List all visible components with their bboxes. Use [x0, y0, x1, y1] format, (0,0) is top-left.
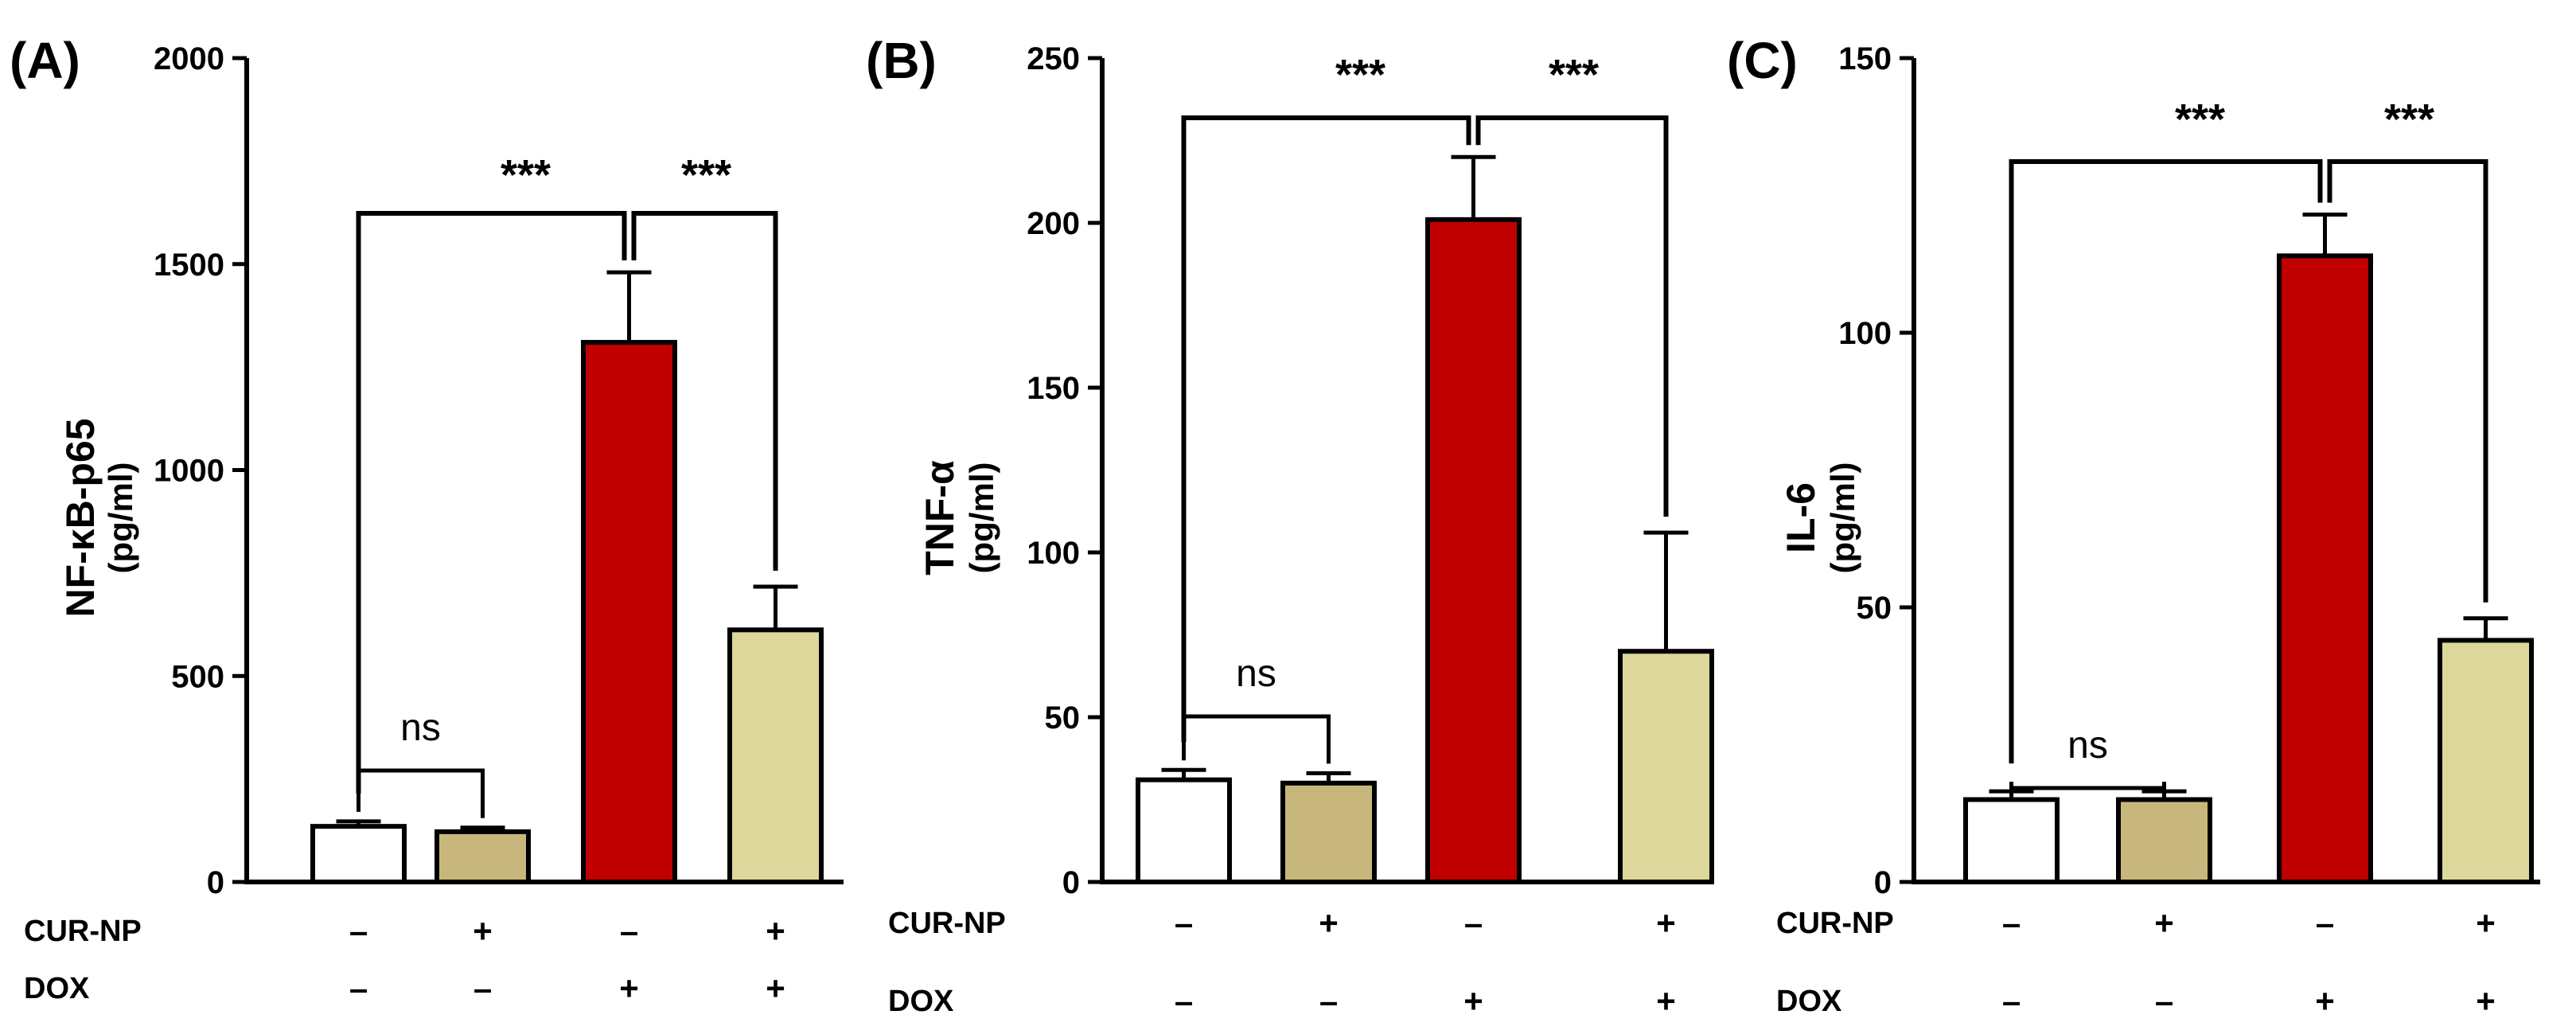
condition-sign: +	[473, 912, 493, 950]
condition-label: DOX	[1776, 985, 1842, 1018]
significance-bracket	[2327, 159, 2488, 603]
ns-bracket	[2009, 782, 2166, 790]
panel-letter: (B)	[866, 32, 937, 89]
significance-label: ***	[1335, 51, 1385, 99]
y-axis-unit: (pg/ml)	[102, 462, 139, 574]
significance-bracket	[1181, 115, 1471, 743]
condition-sign: +	[2476, 904, 2496, 942]
condition-sign: –	[349, 970, 368, 1007]
y-tick-label: 100	[1838, 316, 1892, 351]
ns-label: ns	[400, 707, 441, 749]
condition-sign: –	[2155, 982, 2173, 1020]
bar	[1280, 780, 1377, 884]
condition-sign: –	[620, 912, 638, 950]
y-tick-label: 250	[1027, 41, 1080, 76]
y-axis-unit: (pg/ml)	[1824, 462, 1861, 574]
condition-label: CUR-NP	[1776, 907, 1894, 940]
y-axis-label: IL-6	[1779, 482, 1823, 553]
panel-b: (B) 0 50 100 150 200 250 TNF-α (pg/ml) CUR-NP – + – +…	[866, 32, 1714, 1020]
condition-sign: +	[766, 912, 785, 950]
bar	[1618, 649, 1714, 884]
condition-sign: –	[1175, 982, 1193, 1020]
condition-sign: +	[1463, 982, 1483, 1020]
ns-bracket	[357, 768, 485, 818]
y-axis-unit: (pg/ml)	[963, 462, 1000, 574]
significance-label: ***	[1549, 51, 1599, 99]
bar	[2116, 797, 2212, 884]
condition-sign: –	[349, 912, 368, 950]
significance-bracket	[356, 211, 627, 794]
panel-a: (A) 0 500 1000 1500 2000 NF-κB-p65 (pg/ml) CUR-N…	[10, 32, 844, 1007]
condition-sign: –	[1319, 982, 1338, 1020]
panel-letter: (A)	[10, 32, 80, 89]
condition-sign: –	[2316, 904, 2334, 942]
bar	[310, 824, 407, 884]
condition-sign: +	[1319, 904, 1339, 942]
bar	[1963, 797, 2060, 884]
condition-sign: –	[2002, 904, 2021, 942]
condition-sign: +	[1656, 982, 1676, 1020]
significance-label: ***	[2384, 96, 2434, 143]
y-tick-label: 150	[1027, 371, 1080, 406]
condition-sign: –	[1464, 904, 1483, 942]
condition-label: DOX	[24, 972, 90, 1005]
y-tick-label: 50	[1857, 591, 1892, 626]
bar	[2277, 253, 2373, 884]
condition-sign: +	[2315, 982, 2335, 1020]
condition-sign: +	[2154, 904, 2174, 942]
y-axis-label: TNF-α	[918, 460, 962, 576]
condition-label: CUR-NP	[24, 915, 142, 948]
significance-bracket	[2009, 159, 2323, 764]
y-tick-label: 0	[207, 865, 224, 900]
ns-label: ns	[2067, 724, 2108, 767]
condition-sign: +	[1656, 904, 1676, 942]
bar	[435, 829, 531, 884]
significance-bracket	[631, 211, 778, 571]
condition-label: DOX	[888, 985, 954, 1018]
ns-label: ns	[1236, 653, 1276, 695]
y-tick-label: 500	[171, 659, 224, 694]
bar	[1136, 777, 1232, 884]
condition-label: CUR-NP	[888, 907, 1006, 940]
y-tick-label: 0	[1874, 865, 1892, 900]
y-tick-label: 50	[1045, 700, 1081, 736]
bar	[581, 340, 677, 884]
ns-bracket	[1182, 714, 1331, 764]
y-tick-label: 100	[1027, 536, 1080, 571]
y-tick-label: 0	[1062, 865, 1080, 900]
significance-label: ***	[2175, 96, 2225, 143]
condition-sign: +	[766, 970, 785, 1007]
panel-c: (C) 0 50 100 150 IL-6 (pg/ml) CUR-NP – + – + DOX – – + +…	[1727, 32, 2540, 1020]
y-tick-label: 150	[1838, 41, 1892, 76]
panel-letter: (C)	[1727, 32, 1798, 89]
y-axis-label: NF-κB-p65	[58, 418, 103, 617]
condition-sign: –	[1175, 904, 1193, 942]
significance-bracket	[1475, 115, 1669, 517]
condition-sign: –	[474, 970, 492, 1007]
bar	[2438, 638, 2534, 885]
significance-label: ***	[681, 151, 731, 199]
condition-sign: +	[2476, 982, 2496, 1020]
condition-sign: –	[2002, 982, 2021, 1020]
y-tick-label: 200	[1027, 206, 1080, 241]
y-tick-label: 1500	[154, 248, 224, 283]
condition-sign: +	[619, 970, 639, 1007]
y-tick-label: 1000	[154, 454, 224, 489]
significance-label: ***	[501, 151, 551, 199]
bar	[727, 627, 824, 884]
bar	[1425, 217, 1522, 884]
y-tick-label: 2000	[154, 41, 224, 76]
